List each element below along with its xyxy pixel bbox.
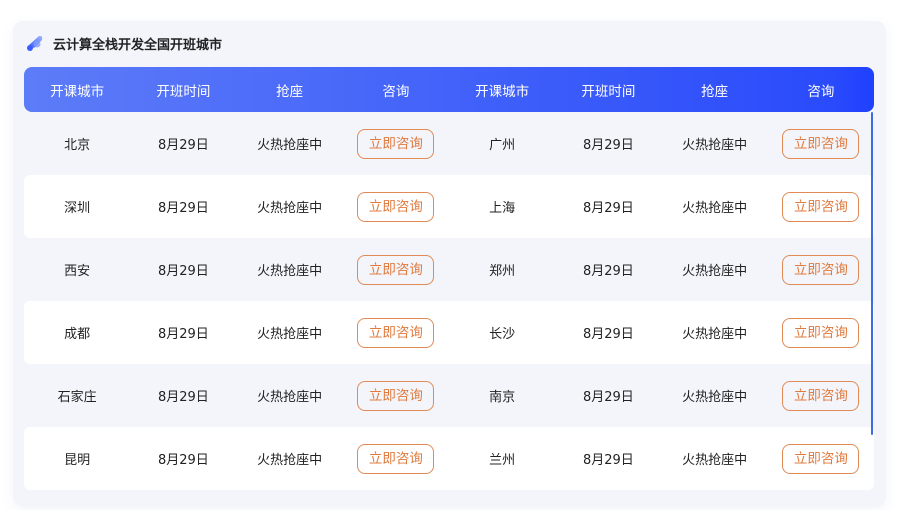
action-cell: 立即咨询 [343, 443, 449, 474]
table-body: 北京 8月29日 火热抢座中 立即咨询 广州 8月29日 火热抢座中 立即咨询 深圳 8月29日火… [24, 112, 874, 490]
card-title-text: 云计算全栈开发全国开班城市 [53, 37, 223, 53]
table-header: 开课城市 开班时间 抢座 咨询 开课城市 开班时间 抢座 咨询 [24, 67, 874, 112]
status-cell: 火热抢座中 [257, 201, 323, 216]
consult-button[interactable]: 立即咨询 [782, 317, 860, 348]
column-header: 开班时间 [581, 83, 636, 100]
status-cell: 火热抢座中 [257, 390, 323, 405]
consult-button[interactable]: 立即咨询 [357, 317, 435, 348]
date-cell: 8月29日 [582, 138, 634, 153]
action-cell: 立即咨询 [768, 380, 874, 411]
city-cell: 郑州 [489, 264, 516, 279]
column-header: 咨询 [382, 83, 410, 100]
column-header: 开课城市 [475, 83, 530, 100]
table-row: 昆明 8月29日 火热抢座中 立即咨询 兰州 8月29日 火热抢座中 立即咨询 [24, 427, 874, 490]
column-header: 开课城市 [50, 83, 105, 100]
status-cell: 火热抢座中 [682, 453, 748, 468]
date-cell: 8月29日 [582, 327, 634, 342]
table-row: 北京 8月29日 火热抢座中 立即咨询 广州 8月29日 火热抢座中 立即咨询 [24, 112, 874, 175]
city-table: 开课城市 开班时间 抢座 咨询 开课城市 开班时间 抢座 咨询 北京 8月29日 火热抢座中 立即咨… [24, 67, 874, 490]
consult-button[interactable]: 立即咨询 [782, 191, 860, 222]
city-cell: 西安 [64, 264, 91, 279]
scrollbar[interactable] [871, 112, 873, 435]
table-row: 成都 8月29日 火热抢座中 立即咨询 长沙 8月29日 火热抢座中 立即咨询 [24, 301, 874, 364]
column-header: 抢座 [701, 83, 729, 100]
status-cell: 火热抢座中 [257, 264, 323, 279]
table-row: 石家庄 8月29日 火热抢座中 立即咨询 南京 8月29日 火热抢座中 立即咨询 [24, 364, 874, 427]
status-cell: 火热抢座中 [257, 327, 323, 342]
status-cell: 火热抢座中 [682, 390, 748, 405]
city-cell: 昆明 [64, 453, 91, 468]
status-cell: 火热抢座中 [682, 201, 748, 216]
date-cell: 8月29日 [157, 264, 209, 279]
action-cell: 立即咨询 [768, 317, 874, 348]
city-cell: 长沙 [489, 327, 516, 342]
consult-button[interactable]: 立即咨询 [357, 443, 435, 474]
column-header: 抢座 [276, 83, 304, 100]
action-cell: 立即咨询 [343, 191, 449, 222]
card-title: 云计算全栈开发全国开班城市 [25, 33, 222, 53]
consult-button[interactable]: 立即咨询 [782, 254, 860, 285]
status-cell: 火热抢座中 [682, 327, 748, 342]
date-cell: 8月29日 [582, 264, 634, 279]
city-cell: 兰州 [489, 453, 516, 468]
column-header: 开班时间 [156, 83, 211, 100]
date-cell: 8月29日 [582, 390, 634, 405]
consult-button[interactable]: 立即咨询 [357, 191, 435, 222]
table-row: 西安 8月29日 火热抢座中 立即咨询 郑州 8月29日 火热抢座中 立即咨询 [24, 238, 874, 301]
city-cell: 石家庄 [57, 390, 97, 405]
date-cell: 8月29日 [157, 138, 209, 153]
city-cell: 广州 [489, 138, 516, 153]
action-cell: 立即咨询 [343, 254, 449, 285]
consult-button[interactable]: 立即咨询 [357, 254, 435, 285]
city-schedule-card: 云计算全栈开发全国开班城市 开课城市 开班时间 抢座 咨询 开课城市 开班时间 抢座 咨询 北… [13, 21, 886, 507]
date-cell: 8月29日 [157, 201, 209, 216]
date-cell: 8月29日 [582, 453, 634, 468]
consult-button[interactable]: 立即咨询 [357, 380, 435, 411]
consult-button[interactable]: 立即咨询 [782, 380, 860, 411]
city-cell: 南京 [489, 390, 516, 405]
city-cell: 成都 [64, 327, 91, 342]
action-cell: 立即咨询 [768, 443, 874, 474]
date-cell: 8月29日 [157, 390, 209, 405]
table-row: 深圳 8月29日 火热抢座中 立即咨询 上海 8月29日 火热抢座中 立即咨询 [24, 175, 874, 238]
action-cell: 立即咨询 [768, 191, 874, 222]
status-cell: 火热抢座中 [682, 264, 748, 279]
city-cell: 上海 [489, 201, 516, 216]
city-cell: 深圳 [64, 201, 91, 216]
date-cell: 8月29日 [157, 327, 209, 342]
consult-button[interactable]: 立即咨询 [782, 128, 860, 159]
column-header: 咨询 [807, 83, 835, 100]
city-cell: 北京 [64, 138, 91, 153]
status-cell: 火热抢座中 [257, 453, 323, 468]
status-cell: 火热抢座中 [257, 138, 323, 153]
consult-button[interactable]: 立即咨询 [357, 128, 435, 159]
consult-button[interactable]: 立即咨询 [782, 443, 860, 474]
action-cell: 立即咨询 [343, 380, 449, 411]
rocket-cloud-icon [27, 35, 43, 51]
action-cell: 立即咨询 [768, 254, 874, 285]
date-cell: 8月29日 [582, 201, 634, 216]
action-cell: 立即咨询 [343, 128, 449, 159]
date-cell: 8月29日 [157, 453, 209, 468]
action-cell: 立即咨询 [768, 128, 874, 159]
action-cell: 立即咨询 [343, 317, 449, 348]
status-cell: 火热抢座中 [682, 138, 748, 153]
